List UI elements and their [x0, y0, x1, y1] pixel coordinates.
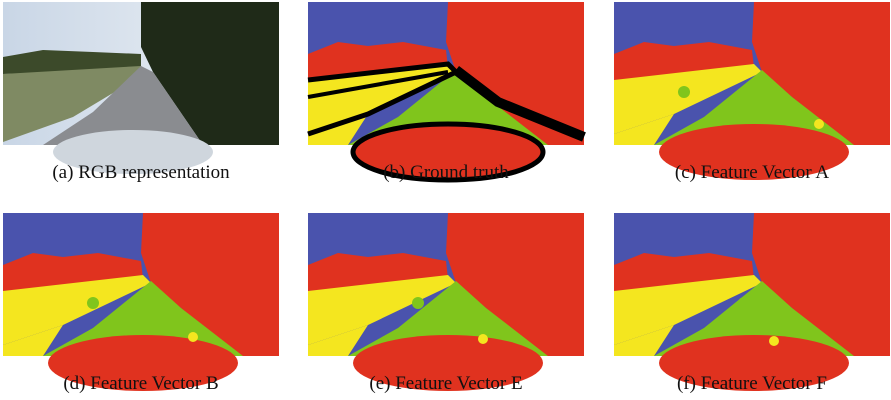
noise [412, 297, 424, 309]
panel-image [308, 2, 584, 180]
noise [478, 334, 488, 344]
page: (a) RGB representation (b) Ground truth (c… [0, 0, 891, 400]
caption: (a) RGB representation [52, 162, 230, 183]
caption: (d) Feature Vector B [63, 373, 218, 394]
caption: (c) Feature Vector A [675, 162, 830, 183]
panel-image [308, 213, 584, 391]
panel-image [3, 2, 279, 174]
noise [769, 336, 779, 346]
panel-image [614, 213, 890, 391]
noise [87, 297, 99, 309]
noise [738, 297, 750, 309]
noise [678, 86, 690, 98]
caption: (f) Feature Vector F [677, 373, 827, 394]
figure: (a) RGB representation (b) Ground truth (c… [0, 0, 891, 395]
caption: (e) Feature Vector E [369, 373, 522, 394]
caption: (b) Ground truth [383, 162, 509, 183]
panel-image [3, 213, 279, 391]
noise [188, 332, 198, 342]
noise [814, 119, 824, 129]
panel-image [614, 2, 890, 180]
